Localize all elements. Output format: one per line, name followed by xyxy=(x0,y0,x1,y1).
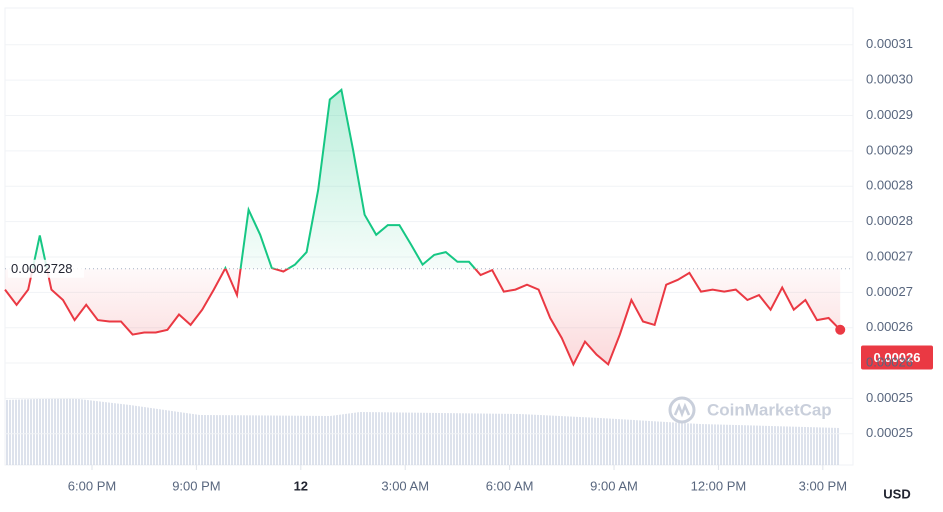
y-tick-label: 0.00027 xyxy=(866,248,913,263)
price-line-up xyxy=(31,87,477,269)
y-tick-label: 0.00031 xyxy=(866,36,913,51)
y-tick-label: 0.00028 xyxy=(866,178,913,193)
last-price-dot xyxy=(835,324,846,335)
currency-label: USD xyxy=(883,486,910,501)
volume-bars xyxy=(5,398,840,465)
y-tick-label: 0.00029 xyxy=(866,107,913,122)
x-tick-label: 3:00 AM xyxy=(381,478,429,493)
y-tick-label: 0.00030 xyxy=(866,72,913,87)
x-tick-label: 6:00 AM xyxy=(486,478,534,493)
baseline-label: 0.0002728 xyxy=(11,261,72,276)
x-tick-label: 6:00 PM xyxy=(68,478,116,493)
watermark: CoinMarketCap xyxy=(707,400,832,419)
baseline-label-bg xyxy=(8,259,84,278)
y-tick-label: 0.00026 xyxy=(866,319,913,334)
area-down xyxy=(5,268,841,365)
watermark-logo xyxy=(668,396,696,424)
x-tick-label: 12 xyxy=(294,478,308,493)
y-tick-label: 0.00027 xyxy=(866,284,913,299)
price-tag xyxy=(861,345,933,370)
y-tick-label: 0.00025 xyxy=(866,425,913,440)
y-tick-label: 0.00025 xyxy=(866,390,913,405)
y-tick-label: 0.00026 xyxy=(866,354,913,369)
x-tick-label: 3:00 PM xyxy=(799,478,847,493)
plot-frame xyxy=(4,7,854,466)
x-tick-label: 9:00 AM xyxy=(590,478,638,493)
y-tick-label: 0.00028 xyxy=(866,213,913,228)
area-up xyxy=(32,89,476,269)
price-line-down xyxy=(4,268,841,367)
x-tick-label: 12:00 PM xyxy=(691,478,747,493)
price-tag-label: 0.00026 xyxy=(874,350,921,365)
plot: 0.0002728 0.00026 xyxy=(4,87,933,370)
y-tick-label: 0.00029 xyxy=(866,142,913,157)
x-tick-label: 9:00 PM xyxy=(172,478,220,493)
